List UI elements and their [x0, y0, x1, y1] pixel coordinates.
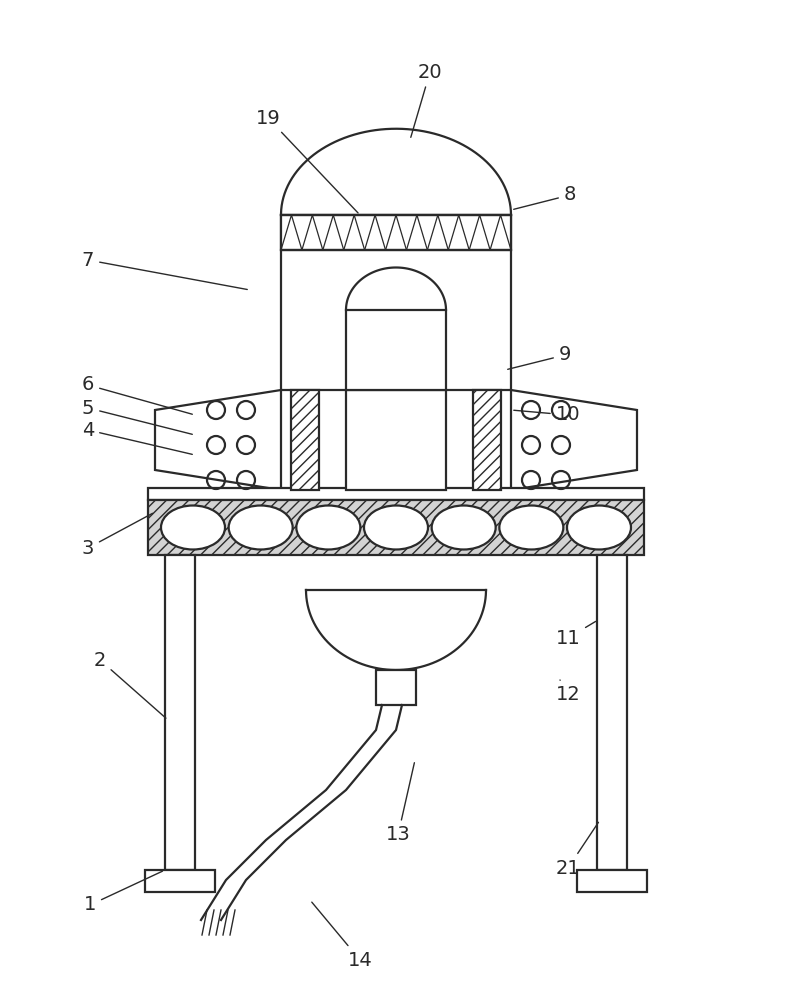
Bar	[145, 870, 215, 892]
Ellipse shape	[161, 506, 225, 550]
Ellipse shape	[296, 506, 360, 550]
Ellipse shape	[499, 506, 563, 550]
Text: 12: 12	[556, 680, 581, 704]
Text: 19: 19	[256, 108, 358, 213]
Ellipse shape	[567, 506, 631, 550]
Polygon shape	[155, 390, 281, 490]
Text: 2: 2	[93, 650, 166, 718]
Text: 3: 3	[82, 513, 153, 558]
Bar	[376, 670, 416, 705]
Polygon shape	[511, 390, 637, 490]
Text: 6: 6	[82, 375, 192, 414]
Text: 20: 20	[411, 62, 442, 137]
Bar	[281, 215, 511, 250]
Ellipse shape	[364, 506, 428, 550]
Text: 4: 4	[82, 420, 192, 454]
Bar	[597, 555, 627, 870]
Text: 8: 8	[514, 186, 577, 209]
Bar	[346, 390, 446, 490]
Text: 5: 5	[82, 398, 192, 434]
Text: 11: 11	[556, 621, 596, 648]
Bar	[148, 488, 644, 500]
Text: 13: 13	[386, 763, 414, 844]
Bar	[281, 215, 511, 390]
Text: 21: 21	[556, 822, 599, 878]
Ellipse shape	[229, 506, 293, 550]
Text: 10: 10	[514, 406, 581, 424]
Bar	[577, 870, 647, 892]
Bar	[148, 500, 644, 555]
Bar	[346, 310, 446, 390]
Bar	[291, 390, 319, 490]
Text: 14: 14	[312, 902, 372, 970]
Bar	[473, 390, 501, 490]
Text: 7: 7	[82, 250, 247, 289]
Text: 1: 1	[84, 871, 162, 914]
Text: 9: 9	[508, 346, 571, 369]
Bar	[165, 555, 195, 870]
Ellipse shape	[432, 506, 496, 550]
